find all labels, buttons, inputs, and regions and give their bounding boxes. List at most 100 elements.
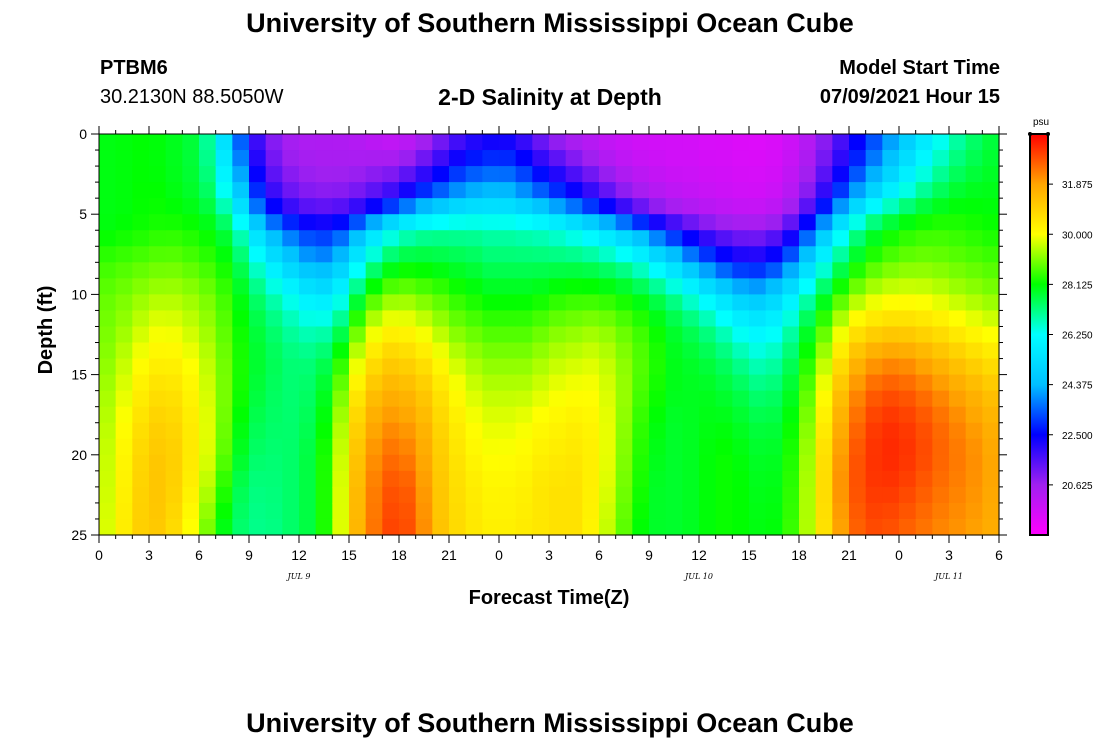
heatmap-cell <box>332 390 350 408</box>
heatmap-cell <box>949 134 967 151</box>
heatmap-cell <box>849 214 867 231</box>
heatmap-cell <box>882 454 900 472</box>
heatmap-cell <box>315 470 333 488</box>
heatmap-cell <box>415 358 433 376</box>
heatmap-cell <box>699 502 717 520</box>
heatmap-cell <box>149 342 167 360</box>
heatmap-cell <box>732 278 750 295</box>
heatmap-cell <box>132 390 150 408</box>
heatmap-cell <box>932 182 950 199</box>
heatmap-cell <box>349 518 367 536</box>
heatmap-cell <box>515 310 533 328</box>
heatmap-cell <box>449 326 467 344</box>
heatmap-cell <box>715 310 733 328</box>
heatmap-cell <box>732 486 750 504</box>
heatmap-cell <box>282 422 300 440</box>
heatmap-cell <box>332 518 350 536</box>
heatmap-cell <box>582 182 600 199</box>
heatmap-cell <box>649 390 667 408</box>
heatmap-cell <box>415 390 433 408</box>
heatmap-cell <box>465 278 483 295</box>
heatmap-cell <box>415 246 433 263</box>
heatmap-cell <box>832 150 850 167</box>
heatmap-cell <box>165 486 183 504</box>
heatmap-cell <box>482 422 500 440</box>
heatmap-cell <box>199 422 217 440</box>
colorbar: psu 31.875 30.000 28.125 26.250 24.375 22.500… <box>1028 117 1093 536</box>
heatmap-cell <box>865 310 883 328</box>
heatmap-cell <box>649 182 667 199</box>
heatmap-cell <box>365 182 383 199</box>
heatmap-cell <box>132 326 150 344</box>
heatmap-cell <box>932 422 950 440</box>
heatmap-cell <box>915 358 933 376</box>
heatmap-cell <box>215 486 233 504</box>
heatmap-cell <box>682 470 700 488</box>
heatmap-cell <box>199 326 217 344</box>
heatmap-cell <box>449 454 467 472</box>
heatmap-cell <box>399 470 417 488</box>
heatmap-cell <box>249 422 267 440</box>
heatmap-cell <box>265 470 283 488</box>
heatmap-cell <box>349 150 367 167</box>
heatmap-cell <box>782 150 800 167</box>
heatmap-cell <box>882 374 900 392</box>
heatmap-cell <box>232 406 250 424</box>
heatmap-cell <box>165 262 183 279</box>
heatmap-cell <box>432 374 450 392</box>
heatmap-cell <box>732 470 750 488</box>
heatmap-cell <box>899 198 917 215</box>
heatmap-cell <box>549 134 567 151</box>
heatmap-cell <box>265 358 283 376</box>
heatmap-cell <box>615 310 633 328</box>
heatmap-cell <box>865 198 883 215</box>
heatmap-cell <box>299 358 317 376</box>
heatmap-cell <box>949 390 967 408</box>
heatmap-cell <box>249 342 267 360</box>
heatmap-cell <box>649 214 667 231</box>
heatmap-cell <box>432 214 450 231</box>
heatmap-cell <box>182 214 200 231</box>
heatmap-cell <box>299 182 317 199</box>
heatmap-cell <box>332 358 350 376</box>
heatmap-cell <box>832 214 850 231</box>
heatmap-cell <box>865 390 883 408</box>
heatmap-cell <box>899 454 917 472</box>
heatmap-cell <box>882 262 900 279</box>
heatmap-cell <box>149 182 167 199</box>
heatmap-cell <box>965 438 983 456</box>
heatmap-cell <box>449 502 467 520</box>
heatmap-cell <box>99 310 117 328</box>
heatmap-cell <box>382 262 400 279</box>
heatmap-cell <box>799 390 817 408</box>
heatmap-cell <box>865 406 883 424</box>
heatmap-cell <box>165 518 183 536</box>
heatmap-cell <box>332 422 350 440</box>
heatmap-cell <box>782 406 800 424</box>
heatmap-cell <box>332 198 350 215</box>
heatmap-cell <box>765 198 783 215</box>
heatmap-cell <box>565 262 583 279</box>
heatmap-cell <box>899 214 917 231</box>
heatmap-cell <box>882 390 900 408</box>
heatmap-cell <box>399 230 417 247</box>
heatmap-cell <box>515 342 533 360</box>
heatmap-cell <box>232 342 250 360</box>
heatmap-cell <box>615 518 633 536</box>
model-start-value: 07/09/2021 Hour 15 <box>819 86 1000 108</box>
heatmap-cell <box>182 454 200 472</box>
heatmap-cell <box>482 150 500 167</box>
heatmap-cell <box>582 518 600 536</box>
heatmap-cell <box>799 454 817 472</box>
heatmap-cell <box>865 342 883 360</box>
heatmap-cell <box>815 246 833 263</box>
heatmap-cell <box>732 342 750 360</box>
heatmap-cell <box>849 134 867 151</box>
heatmap-cell <box>632 198 650 215</box>
heatmap-cell <box>282 374 300 392</box>
heatmap-cell <box>415 486 433 504</box>
heatmap-cell <box>749 326 767 344</box>
heatmap-cell <box>549 454 567 472</box>
heatmap-cell <box>332 342 350 360</box>
heatmap-cell <box>532 454 550 472</box>
